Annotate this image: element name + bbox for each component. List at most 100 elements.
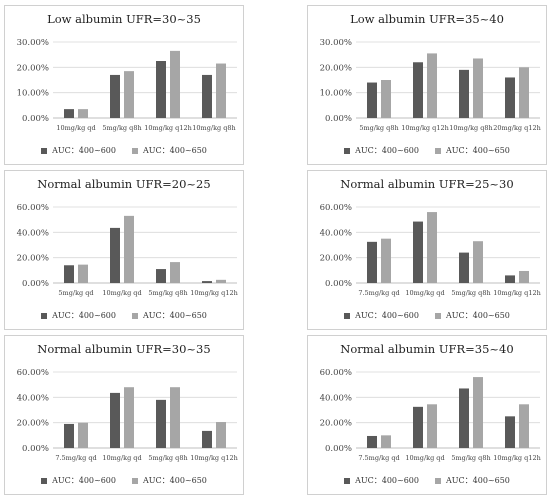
chart-title: Normal albumin UFR=30~35 [37,342,211,356]
legend-swatch [132,477,138,484]
bar-series-1 [367,435,377,448]
legend-label: AUC：400~600 [355,311,419,320]
chart-panel-1: Low albumin UFR=30~35 0.00% 10.00% 20.00% 3… [4,5,244,165]
legend-label: AUC：400~650 [446,146,510,155]
legend-swatch [435,477,441,484]
y-tick-label: 60.00% [320,203,352,213]
y-tick-label: 0.00% [325,279,352,289]
legend-swatch [41,477,48,484]
bar-series-1 [413,406,423,448]
y-tick-label: 0.00% [22,279,49,289]
y-tick-label: 0.00% [22,444,49,454]
legend-label: AUC：400~650 [446,311,510,320]
y-tick-label: 20.00% [320,254,352,264]
bar-series-2 [124,71,134,118]
bar-series-1 [459,252,469,283]
bar-series-1 [202,430,212,448]
chart-plot: 0.00% 20.00% 40.00% 60.00% 7.5mg/kg qd 10mg/k… [320,368,541,462]
x-tick-label: 10mg/kg qd [56,124,95,132]
x-tick-label: 10mg/kg q12h [401,124,449,132]
legend-item-series-2: AUC：400~650 [132,145,207,156]
y-tick-label: 20.00% [17,254,49,264]
legend-item-series-1: AUC：400~600 [344,310,419,321]
chart-legend: AUC：400~600 AUC：400~650 [5,145,243,156]
bar-series-1 [156,399,166,448]
legend-item-series-1: AUC：400~600 [41,475,116,486]
legend-label: AUC：400~600 [52,476,116,485]
chart-plot: 0.00% 20.00% 40.00% 60.00% 5mg/kg qd 10mg/kg … [17,203,238,297]
bar-series-2 [216,422,226,448]
bar-series-2 [473,377,483,448]
bar-series-2 [170,50,180,118]
x-tick-label: 10mg/kg qd [102,454,141,462]
bar-series-1 [459,388,469,448]
x-tick-label: 7.5mg/kg qd [358,289,399,297]
y-tick-label: 20.00% [17,419,49,429]
bar-series-1 [156,61,166,118]
bar-series-1 [202,74,212,118]
x-tick-label: 10mg/kg q12h [493,289,541,297]
chart-panel-6: Normal albumin UFR=35~40 0.00% 20.00% 40.0… [307,335,547,495]
x-tick-label: 10mg/kg qd [405,454,444,462]
y-tick-label: 40.00% [320,228,352,238]
x-tick-label: 7.5mg/kg qd [358,454,399,462]
chart-plot: 0.00%10.00%20.00%30.00%5mg/kg q8h 10mg/kg… [320,38,541,132]
legend-label: AUC：400~600 [52,311,116,320]
bar-series-2 [519,404,529,448]
bar-series-2 [381,80,391,118]
bar-series-2 [170,262,180,283]
legend-label: AUC：400~650 [446,476,510,485]
legend-swatch [41,312,48,319]
legend-swatch [132,312,138,319]
chart-legend: AUC：400~600 AUC：400~650 [5,475,243,486]
x-tick-label: 5mg/kg q8h [102,124,141,132]
x-tick-label: 7.5mg/kg qd [55,454,96,462]
bar-series-2 [519,270,529,283]
x-tick-label: 5mg/kg q8h [359,124,398,132]
chart-title: Low albumin UFR=35~40 [350,12,504,26]
bar-series-2 [124,387,134,448]
y-tick-label: 10.00% [320,89,352,99]
chart-plot: 0.00% 20.00% 40.00% 60.00% 7.5mg/kg qd 10mg/k… [320,203,541,297]
x-tick-label: 10mg/kg q12h [144,124,192,132]
legend-label: AUC：400~650 [143,146,207,155]
x-tick-label: 5mg/kg q8h [451,289,490,297]
y-tick-label: 0.00% [325,114,352,124]
bar-series-1 [367,82,377,118]
y-tick-label: 10.00% [17,89,49,99]
bar-series-1 [505,275,515,283]
legend-label: AUC：400~650 [143,476,207,485]
legend-item-series-1: AUC：400~600 [344,475,419,486]
chart-panel-4: Normal albumin UFR=25~30 0.00% 20.00% 40.0… [307,170,547,330]
bar-series-2 [427,404,437,448]
chart-legend: AUC：400~600 AUC：400~650 [308,310,546,321]
x-tick-label: 10mg/kg q8h [449,124,492,132]
legend-swatch [132,147,138,154]
chart-plot: 0.00% 10.00% 20.00% 30.00% 10mg/kg qd 5mg/kg … [17,38,237,132]
legend-swatch [344,147,351,154]
x-tick-label: 5mg/kg qd [58,289,93,297]
bar-series-1 [64,423,74,448]
bar-series-2 [78,264,88,283]
bar-series-2 [381,435,391,448]
bar-series-1 [367,241,377,283]
y-tick-label: 20.00% [320,419,352,429]
bar-series-1 [64,109,74,118]
bar-series-2 [78,422,88,448]
bar-series-1 [413,62,423,118]
bar-series-1 [110,392,120,448]
bar-series-1 [505,416,515,448]
x-tick-label: 20mg/kg q12h [493,124,541,132]
bar-series-2 [216,279,226,283]
y-tick-label: 0.00% [22,114,49,124]
chart-legend: AUC：400~600 AUC：400~650 [308,145,546,156]
chart-legend: AUC：400~600 AUC：400~650 [308,475,546,486]
bar-series-2 [427,53,437,118]
bar-series-1 [110,74,120,118]
bar-series-1 [156,269,166,283]
bar-series-1 [459,69,469,118]
legend-label: AUC：400~600 [355,476,419,485]
chart-title: Normal albumin UFR=20~25 [37,177,211,191]
bar-series-2 [427,212,437,283]
legend-item-series-1: AUC：400~600 [41,310,116,321]
